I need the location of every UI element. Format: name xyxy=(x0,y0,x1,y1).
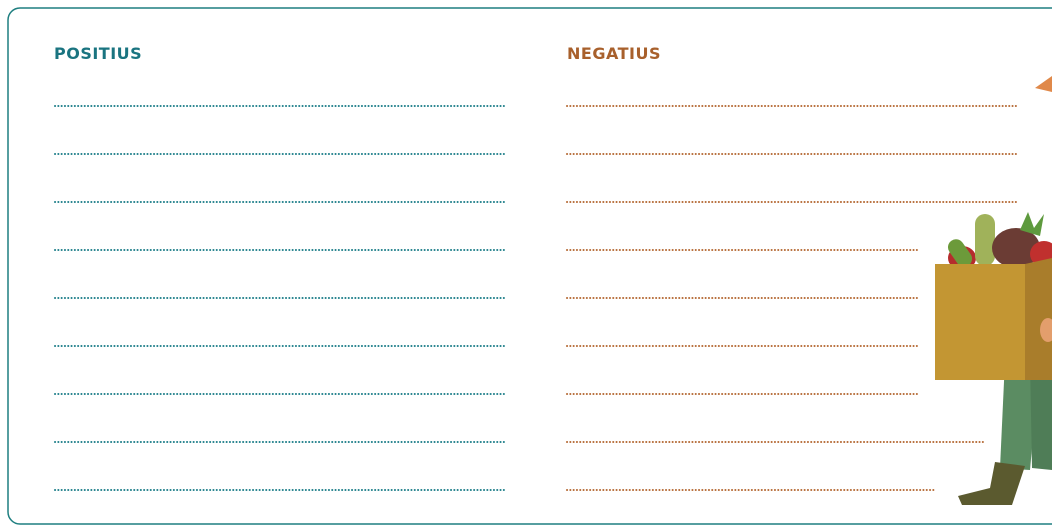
negatives-heading: NEGATIUS xyxy=(567,44,661,63)
frame xyxy=(8,8,1052,524)
worksheet: POSITIUS NEGATIUS xyxy=(0,0,1052,532)
positives-heading: POSITIUS xyxy=(54,44,142,63)
page: POSITIUS NEGATIUS (() => { const data = … xyxy=(0,0,1052,532)
illustration xyxy=(935,76,1052,505)
positive-lines xyxy=(55,106,505,490)
